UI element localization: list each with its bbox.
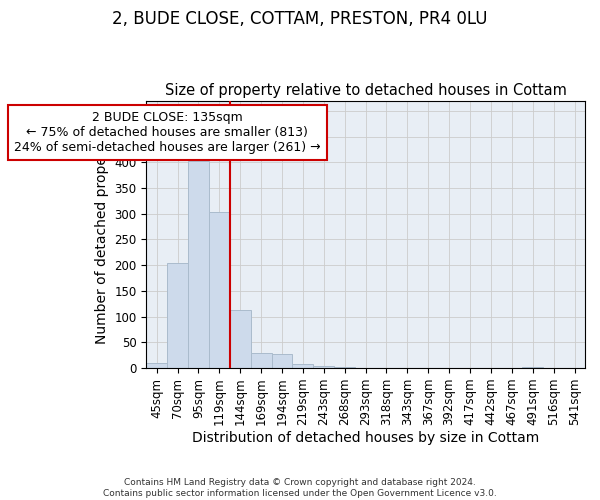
Bar bbox=[334, 366, 355, 368]
Bar bbox=[146, 363, 167, 368]
Y-axis label: Number of detached properties: Number of detached properties bbox=[95, 125, 109, 344]
Text: 2, BUDE CLOSE, COTTAM, PRESTON, PR4 0LU: 2, BUDE CLOSE, COTTAM, PRESTON, PR4 0LU bbox=[112, 10, 488, 28]
Bar bbox=[523, 366, 543, 368]
Text: 2 BUDE CLOSE: 135sqm
← 75% of detached houses are smaller (813)
24% of semi-deta: 2 BUDE CLOSE: 135sqm ← 75% of detached h… bbox=[14, 111, 320, 154]
Bar bbox=[167, 262, 188, 368]
Bar bbox=[209, 212, 230, 368]
Bar bbox=[292, 364, 313, 368]
Title: Size of property relative to detached houses in Cottam: Size of property relative to detached ho… bbox=[164, 83, 566, 98]
Bar bbox=[230, 310, 251, 368]
Bar bbox=[251, 352, 272, 368]
Bar bbox=[272, 354, 292, 368]
X-axis label: Distribution of detached houses by size in Cottam: Distribution of detached houses by size … bbox=[192, 431, 539, 445]
Bar bbox=[188, 161, 209, 368]
Bar bbox=[313, 366, 334, 368]
Text: Contains HM Land Registry data © Crown copyright and database right 2024.
Contai: Contains HM Land Registry data © Crown c… bbox=[103, 478, 497, 498]
